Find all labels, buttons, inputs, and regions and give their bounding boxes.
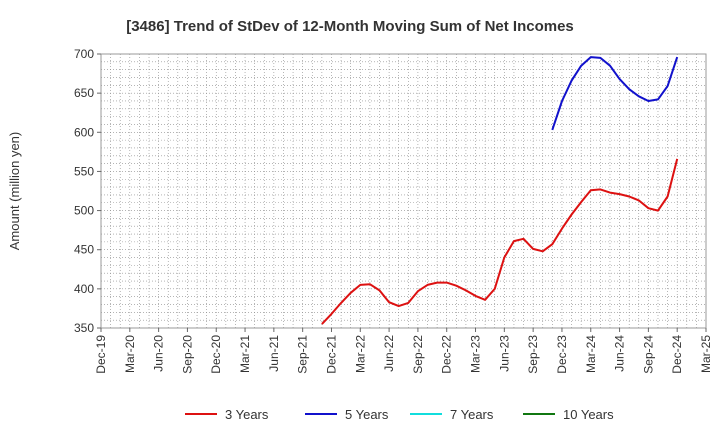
series-line-3-years (321, 158, 679, 325)
x-tick-label: Mar-22 (353, 335, 367, 373)
legend-label: 7 Years (450, 407, 494, 422)
x-tick-label: Dec-21 (324, 335, 338, 374)
y-tick-label: 350 (74, 321, 94, 335)
x-tick-label: Dec-22 (440, 335, 454, 374)
x-tick-label: Mar-21 (238, 335, 252, 373)
series-line-5-years (551, 56, 679, 131)
y-tick-label: 400 (74, 282, 94, 296)
x-tick-label: Sep-24 (641, 335, 655, 374)
x-tick-label: Sep-21 (296, 335, 310, 374)
x-tick-label: Jun-20 (152, 335, 166, 372)
x-tick-label: Jun-23 (497, 335, 511, 372)
chart-title: [3486] Trend of StDev of 12-Month Moving… (126, 18, 574, 35)
x-tick-label: Sep-20 (180, 335, 194, 374)
x-tick-label: Mar-24 (584, 335, 598, 373)
x-tick-label: Dec-24 (670, 335, 684, 374)
x-axis: Dec-19 Mar-20 Jun-20 Sep-20 Dec-20 Mar-21 Jun-… (94, 328, 713, 374)
y-tick-label: 700 (74, 47, 94, 61)
y-axis: 350 400 450 500 550 600 650 700 (74, 47, 101, 335)
x-tick-label: Dec-20 (209, 335, 223, 374)
legend-label: 3 Years (225, 407, 269, 422)
series-lines (321, 56, 679, 325)
y-tick-label: 600 (74, 125, 94, 139)
y-tick-label: 500 (74, 204, 94, 218)
grid (101, 54, 706, 328)
legend-label: 10 Years (563, 407, 614, 422)
x-tick-label: Jun-21 (267, 335, 281, 372)
x-tick-label: Sep-22 (411, 335, 425, 374)
x-tick-label: Jun-22 (382, 335, 396, 372)
x-tick-label: Mar-20 (123, 335, 137, 373)
x-tick-label: Sep-23 (526, 335, 540, 374)
legend: 3 Years 5 Years 7 Years 10 Years (185, 407, 614, 422)
y-tick-label: 550 (74, 164, 94, 178)
x-tick-label: Jun-24 (613, 335, 627, 372)
plot-area (100, 53, 707, 329)
y-tick-label: 450 (74, 243, 94, 257)
x-tick-label: Mar-25 (699, 335, 713, 373)
y-tick-label: 650 (74, 86, 94, 100)
x-tick-label: Mar-23 (469, 335, 483, 373)
x-tick-label: Dec-19 (94, 335, 108, 374)
y-axis-label: Amount (million yen) (7, 132, 22, 251)
legend-label: 5 Years (345, 407, 389, 422)
x-tick-label: Dec-23 (555, 335, 569, 374)
